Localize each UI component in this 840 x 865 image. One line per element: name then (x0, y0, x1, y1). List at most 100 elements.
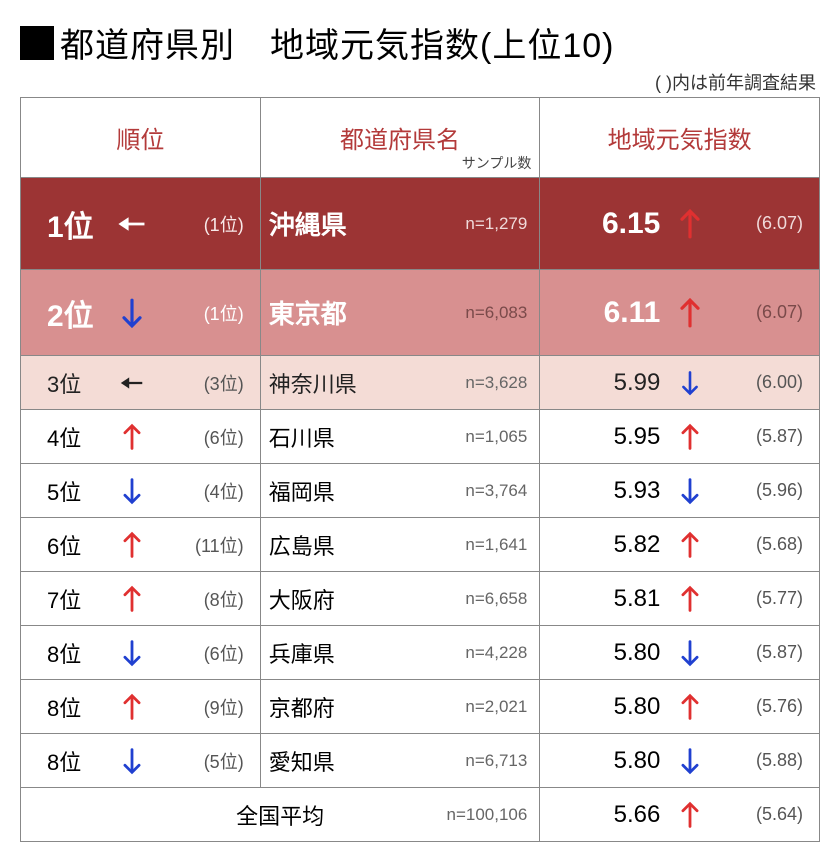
rank-arrow (107, 584, 157, 614)
down-arrow-icon (676, 369, 704, 397)
table-row: 1位(1位)沖縄県n=1,2796.15(6.07) (21, 178, 820, 270)
table-row: 4位(6位)石川県n=1,0655.95(5.87) (21, 410, 820, 464)
down-arrow-icon (675, 476, 705, 506)
rank-value: 3位 (47, 367, 107, 399)
sample-size: n=1,641 (465, 535, 527, 555)
sample-label: サンプル数 (462, 153, 532, 173)
table-row: 3位(3位)神奈川県n=3,6285.99(6.00) (21, 356, 820, 410)
score-arrow (660, 692, 720, 722)
score-value: 5.93 (580, 477, 660, 505)
score-value: 5.95 (580, 423, 660, 451)
down-arrow-icon (675, 638, 705, 668)
title-row: 都道府県別 地域元気指数(上位10) (20, 18, 820, 67)
rank-prev: (4位) (157, 478, 250, 504)
same-arrow-icon (115, 207, 149, 241)
header-row: 順位 都道府県名 サンプル数 地域元気指数 (21, 98, 820, 178)
score-value: 5.82 (580, 531, 660, 559)
score-prev: (5.88) (720, 750, 809, 771)
sample-size: n=6,658 (465, 589, 527, 609)
rank-arrow (107, 207, 157, 241)
sample-size: n=1,065 (465, 427, 527, 447)
score-value: 6.11 (580, 296, 660, 330)
up-arrow-icon (117, 584, 147, 614)
up-arrow-icon (675, 800, 705, 830)
rank-value: 8位 (47, 745, 107, 777)
pref-name: 東京都 (269, 294, 347, 331)
score-arrow (660, 638, 720, 668)
rank-value: 5位 (47, 475, 107, 507)
score-arrow (660, 296, 720, 330)
rank-prev: (1位) (157, 300, 250, 326)
pref-name: 沖縄県 (269, 205, 347, 242)
rank-arrow (107, 422, 157, 452)
table-row: 7位(8位)大阪府n=6,6585.81(5.77) (21, 572, 820, 626)
pref-name: 大阪府 (269, 583, 335, 615)
score-prev: (6.00) (720, 372, 809, 393)
rank-arrow (107, 476, 157, 506)
average-prev: (5.64) (720, 804, 809, 825)
rank-arrow (107, 746, 157, 776)
score-value: 5.80 (580, 747, 660, 775)
score-value: 5.80 (580, 693, 660, 721)
score-prev: (5.96) (720, 480, 809, 501)
down-arrow-icon (117, 476, 147, 506)
average-sample-size: n=100,106 (446, 805, 527, 825)
header-pref: 都道府県名 サンプル数 (260, 98, 540, 178)
rank-prev: (1位) (157, 211, 250, 237)
average-arrow (660, 800, 720, 830)
up-arrow-icon (675, 422, 705, 452)
table-row: 2位(1位)東京都n=6,0836.11(6.07) (21, 270, 820, 356)
score-arrow (660, 530, 720, 560)
rank-prev: (11位) (157, 532, 250, 558)
sample-size: n=3,628 (465, 373, 527, 393)
pref-name: 石川県 (269, 421, 335, 453)
pref-name: 福岡県 (269, 475, 335, 507)
rank-prev: (8位) (157, 586, 250, 612)
rank-value: 8位 (47, 637, 107, 669)
up-arrow-icon (117, 692, 147, 722)
table-row: 8位(6位)兵庫県n=4,2285.80(5.87) (21, 626, 820, 680)
score-prev: (5.87) (720, 642, 809, 663)
score-arrow (660, 207, 720, 241)
header-score: 地域元気指数 (540, 98, 820, 178)
rank-prev: (9位) (157, 694, 250, 720)
page-title: 都道府県別 地域元気指数(上位10) (60, 18, 614, 67)
sample-size: n=1,279 (465, 214, 527, 234)
up-arrow-icon (675, 692, 705, 722)
score-value: 5.80 (580, 639, 660, 667)
sample-size: n=4,228 (465, 643, 527, 663)
rank-value: 4位 (47, 421, 107, 453)
table-row: 6位 (11位) 広島県 n=1,641 5.82 (5.68) (21, 518, 820, 572)
up-arrow-icon (117, 422, 147, 452)
score-prev: (6.07) (720, 302, 809, 323)
pref-name: 広島県 (269, 529, 335, 561)
rank-arrow (107, 530, 157, 560)
table-row: 5位(4位)福岡県n=3,7645.93(5.96) (21, 464, 820, 518)
rank-arrow (107, 638, 157, 668)
score-value: 5.81 (580, 585, 660, 613)
score-arrow (660, 476, 720, 506)
score-prev: (5.68) (720, 534, 809, 555)
down-arrow-icon (117, 746, 147, 776)
rank-prev: (3位) (157, 370, 250, 396)
score-prev: (5.77) (720, 588, 809, 609)
average-label: 全国平均 (236, 799, 324, 831)
header-rank: 順位 (21, 98, 261, 178)
rank-arrow (107, 296, 157, 330)
average-row: 全国平均 n=100,106 5.66 (5.64) (21, 788, 820, 842)
rank-arrow (107, 369, 157, 397)
sample-size: n=2,021 (465, 697, 527, 717)
rank-prev: (6位) (157, 640, 250, 666)
rank-value: 8位 (47, 691, 107, 723)
title-square-icon (20, 26, 54, 60)
rank-prev: (6位) (157, 424, 250, 450)
up-arrow-icon (673, 207, 707, 241)
sample-size: n=6,083 (465, 303, 527, 323)
score-value: 6.15 (580, 207, 660, 241)
same-arrow-icon (118, 369, 146, 397)
note-text: ( )内は前年調査結果 (20, 69, 816, 95)
rank-value: 6位 (47, 529, 107, 561)
pref-name: 神奈川県 (269, 367, 357, 399)
average-score: 5.66 (580, 801, 660, 829)
score-prev: (6.07) (720, 213, 809, 234)
